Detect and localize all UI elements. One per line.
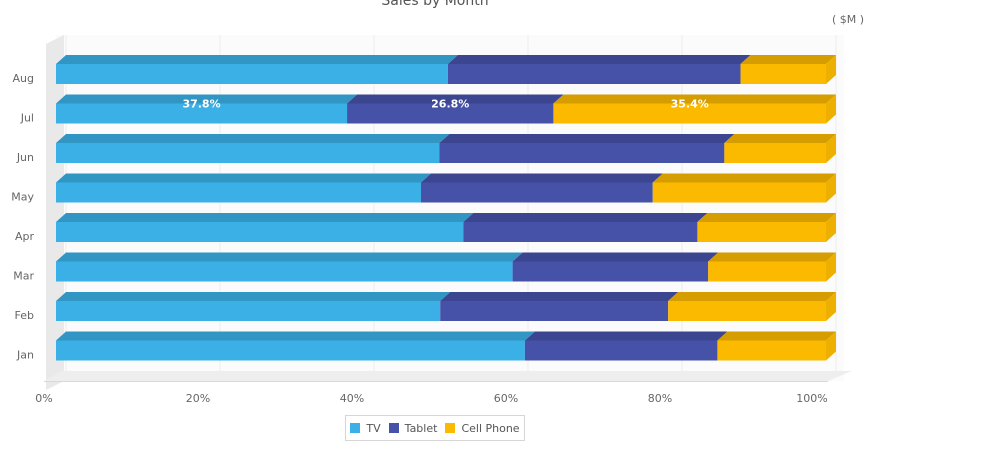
bar-top: [420, 173, 663, 183]
legend: TV Tablet Cell Phone: [345, 415, 525, 441]
bar-top: [56, 331, 535, 341]
bar-top: [512, 252, 719, 262]
bar-side: [826, 55, 836, 84]
chart-title: Sales by Month: [381, 0, 489, 9]
bar: [56, 222, 464, 242]
x-tick-label: 20%: [186, 392, 210, 405]
bar: [512, 261, 709, 282]
x-tick-label: 100%: [796, 392, 827, 405]
legend-swatch-tv: [350, 423, 361, 433]
x-tick-label: 80%: [648, 392, 672, 405]
bar: [724, 143, 826, 163]
bar: [652, 182, 826, 203]
legend-item-tv[interactable]: TV: [350, 421, 381, 435]
bar-top: [56, 134, 450, 143]
bar-top: [447, 55, 751, 64]
x-tick-label: 60%: [494, 392, 518, 405]
bar-top: [440, 292, 679, 301]
bar: [463, 222, 698, 242]
bar: [439, 143, 725, 163]
y-tick-label: May: [11, 191, 34, 204]
bar-side: [826, 292, 836, 321]
legend-swatch-tablet: [388, 423, 399, 433]
bar-top: [56, 55, 458, 64]
bar-top: [708, 252, 836, 262]
bar: [56, 340, 525, 361]
bar: [56, 301, 441, 321]
bar-top: [463, 213, 708, 222]
bar-top: [717, 331, 836, 341]
bar-side: [826, 173, 836, 203]
bar: [56, 64, 448, 84]
bar: [697, 222, 826, 242]
data-label: 37.8%: [182, 98, 220, 111]
bar-side: [826, 94, 836, 124]
bar: [708, 261, 826, 282]
bar: [553, 103, 826, 124]
y-tick-label: Apr: [15, 230, 35, 243]
bar: [740, 64, 826, 84]
bar-top: [347, 94, 564, 104]
bar: [56, 182, 421, 203]
y-tick-label: Jul: [20, 112, 34, 125]
bar-side: [826, 213, 836, 242]
bar-side: [826, 134, 836, 163]
chart-floor-edge: [44, 381, 828, 382]
y-tick-label: Feb: [15, 309, 34, 322]
bar: [347, 103, 554, 124]
unit-label: ( $M ): [832, 13, 865, 26]
bar: [447, 64, 741, 84]
legend-label-cell-phone: Cell Phone: [461, 421, 520, 435]
bar-top: [740, 55, 836, 64]
bar-top: [56, 213, 474, 222]
bar: [440, 301, 669, 321]
bar-top: [724, 134, 836, 143]
bar-top: [56, 94, 358, 104]
bar: [524, 340, 718, 361]
legend-label-tv: TV: [366, 421, 381, 435]
bar: [717, 340, 826, 361]
bar-side: [826, 252, 836, 282]
bar-top: [439, 134, 735, 143]
y-tick-label: Mar: [13, 270, 34, 283]
bar-top: [652, 173, 836, 183]
bar: [56, 103, 348, 124]
bar-top: [56, 252, 523, 262]
bar-top: [668, 292, 836, 301]
bar-top: [697, 213, 836, 222]
x-tick-label: 0%: [35, 392, 52, 405]
legend-swatch-cell-phone: [445, 423, 456, 433]
chart-floor-top: [44, 371, 852, 381]
legend-label-tablet: Tablet: [404, 421, 438, 435]
bar-top: [56, 292, 451, 301]
legend-item-tablet[interactable]: Tablet: [388, 421, 438, 435]
bar: [420, 182, 653, 203]
bar: [56, 261, 513, 282]
data-label: 26.8%: [431, 98, 469, 111]
bar: [668, 301, 826, 321]
bar: [56, 143, 440, 163]
y-tick-label: Jun: [16, 151, 34, 164]
bar-top: [56, 173, 431, 183]
y-tick-label: Aug: [13, 72, 34, 85]
legend-item-cell-phone[interactable]: Cell Phone: [445, 421, 520, 435]
data-label: 35.4%: [671, 98, 709, 111]
x-tick-label: 40%: [340, 392, 364, 405]
bar-top: [553, 94, 836, 104]
bar-side: [826, 331, 836, 361]
y-tick-label: Jan: [16, 349, 34, 362]
bar-top: [524, 331, 728, 341]
chart-back-wall: [56, 35, 844, 381]
